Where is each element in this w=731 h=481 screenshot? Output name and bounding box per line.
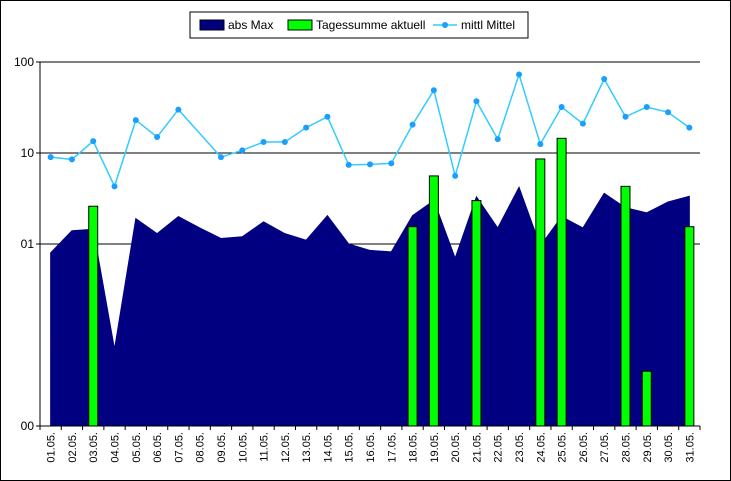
x-tick-label-25: 26.05. bbox=[578, 432, 590, 463]
bar-tagessumme-17 bbox=[407, 226, 418, 427]
point-mittl-mittel-2 bbox=[90, 138, 97, 145]
x-tick-label-27: 28.05. bbox=[620, 432, 632, 463]
point-mittl-mittel-29 bbox=[665, 109, 672, 116]
legend: abs Max Tagessumme aktuell mittl Mittel bbox=[189, 11, 529, 39]
point-mittl-mittel-13 bbox=[324, 113, 331, 120]
x-tick-label-8: 09.05. bbox=[216, 432, 228, 463]
point-mittl-mittel-20 bbox=[473, 98, 480, 105]
point-mittl-mittel-19 bbox=[452, 172, 459, 179]
point-mittl-mittel-9 bbox=[239, 147, 246, 154]
x-tick-label-2: 03.05. bbox=[88, 432, 100, 463]
x-tick-label-28: 29.05. bbox=[642, 432, 654, 463]
point-mittl-mittel-12 bbox=[303, 124, 310, 131]
legend-swatch-0 bbox=[199, 19, 225, 31]
bar-tagessumme-2 bbox=[88, 205, 99, 427]
x-tick-label-15: 16.05. bbox=[365, 432, 377, 463]
x-tick-label-20: 21.05. bbox=[471, 432, 483, 463]
point-mittl-mittel-30 bbox=[686, 124, 693, 131]
point-mittl-mittel-17 bbox=[409, 121, 416, 128]
x-tick-label-9: 10.05. bbox=[237, 432, 249, 463]
x-tick-label-18: 19.05. bbox=[429, 432, 441, 463]
x-tick-label-3: 04.05. bbox=[110, 432, 122, 463]
bar-tagessumme-20 bbox=[471, 200, 482, 427]
bar-tagessumme-30 bbox=[684, 226, 695, 427]
legend-box bbox=[189, 11, 529, 39]
x-tick-label-13: 14.05. bbox=[322, 432, 334, 463]
legend-label-2: mittl Mittel bbox=[461, 18, 515, 32]
line-series-layer bbox=[47, 71, 693, 190]
point-mittl-mittel-6 bbox=[175, 106, 182, 113]
point-mittl-mittel-3 bbox=[111, 183, 118, 190]
point-mittl-mittel-28 bbox=[643, 104, 650, 111]
point-mittl-mittel-18 bbox=[430, 87, 437, 94]
point-mittl-mittel-16 bbox=[388, 160, 395, 167]
x-tick-label-29: 30.05. bbox=[663, 432, 675, 463]
x-tick-label-24: 25.05. bbox=[557, 432, 569, 463]
x-tick-label-6: 07.05. bbox=[173, 432, 185, 463]
x-tick-label-16: 17.05. bbox=[386, 432, 398, 463]
point-mittl-mittel-4 bbox=[132, 117, 139, 124]
point-mittl-mittel-24 bbox=[558, 104, 565, 111]
x-tick-label-21: 22.05. bbox=[493, 432, 505, 463]
x-tick-label-19: 20.05. bbox=[450, 432, 462, 463]
area-series-layer bbox=[50, 186, 690, 427]
x-tick-label-10: 11.05. bbox=[259, 432, 271, 462]
bar-tagessumme-27 bbox=[620, 185, 631, 427]
line-mittl-mittel bbox=[50, 71, 690, 189]
area-abs-max bbox=[50, 186, 690, 427]
point-mittl-mittel-15 bbox=[367, 161, 373, 168]
point-mittl-mittel-0 bbox=[47, 154, 54, 161]
x-tick-label-12: 13.05. bbox=[301, 432, 313, 463]
bar-tagessumme-18 bbox=[428, 175, 439, 427]
x-tick-label-14: 15.05. bbox=[344, 432, 356, 463]
x-tick-label-7: 08.05. bbox=[195, 432, 207, 463]
x-tick-label-30: 31.05. bbox=[684, 432, 696, 463]
bar-tagessumme-28 bbox=[641, 370, 652, 427]
x-tick-label-17: 18.05. bbox=[408, 432, 420, 463]
axes bbox=[36, 61, 701, 430]
x-tick-label-5: 06.05. bbox=[152, 432, 164, 463]
point-mittl-mittel-25 bbox=[579, 120, 586, 127]
x-tick-label-1: 02.05. bbox=[67, 432, 79, 463]
legend-label-1: Tagessumme aktuell bbox=[316, 18, 425, 32]
bar-tagessumme-23 bbox=[535, 158, 546, 427]
x-tick-label-4: 05.05. bbox=[131, 432, 143, 463]
legend-label-0: abs Max bbox=[228, 18, 273, 32]
y-tick-label-0: 100 bbox=[14, 55, 34, 69]
x-tick-label-0: 01.05. bbox=[46, 432, 58, 463]
bar-series-layer bbox=[88, 137, 695, 427]
x-tick-label-11: 12.05. bbox=[280, 432, 292, 463]
point-mittl-mittel-27 bbox=[622, 113, 629, 120]
point-mittl-mittel-11 bbox=[281, 139, 288, 146]
bar-tagessumme-24 bbox=[556, 137, 567, 427]
y-tick-label-3: 00 bbox=[21, 419, 35, 433]
legend-swatch-marker bbox=[442, 22, 448, 28]
y-tick-label-1: 10 bbox=[21, 146, 35, 160]
x-tick-label-23: 24.05. bbox=[535, 432, 547, 463]
point-mittl-mittel-5 bbox=[154, 133, 161, 140]
x-tick-label-22: 23.05. bbox=[514, 432, 526, 463]
point-mittl-mittel-23 bbox=[537, 141, 544, 148]
y-tick-label-2: 01 bbox=[21, 237, 35, 251]
x-tick-label-26: 27.05. bbox=[599, 432, 611, 463]
point-mittl-mittel-1 bbox=[68, 156, 75, 163]
point-mittl-mittel-10 bbox=[260, 139, 267, 146]
point-mittl-mittel-26 bbox=[601, 76, 608, 83]
point-mittl-mittel-14 bbox=[345, 161, 352, 168]
legend-swatch-1 bbox=[287, 19, 313, 31]
point-mittl-mittel-22 bbox=[516, 71, 523, 78]
point-mittl-mittel-8 bbox=[217, 154, 224, 161]
point-mittl-mittel-21 bbox=[494, 136, 501, 143]
